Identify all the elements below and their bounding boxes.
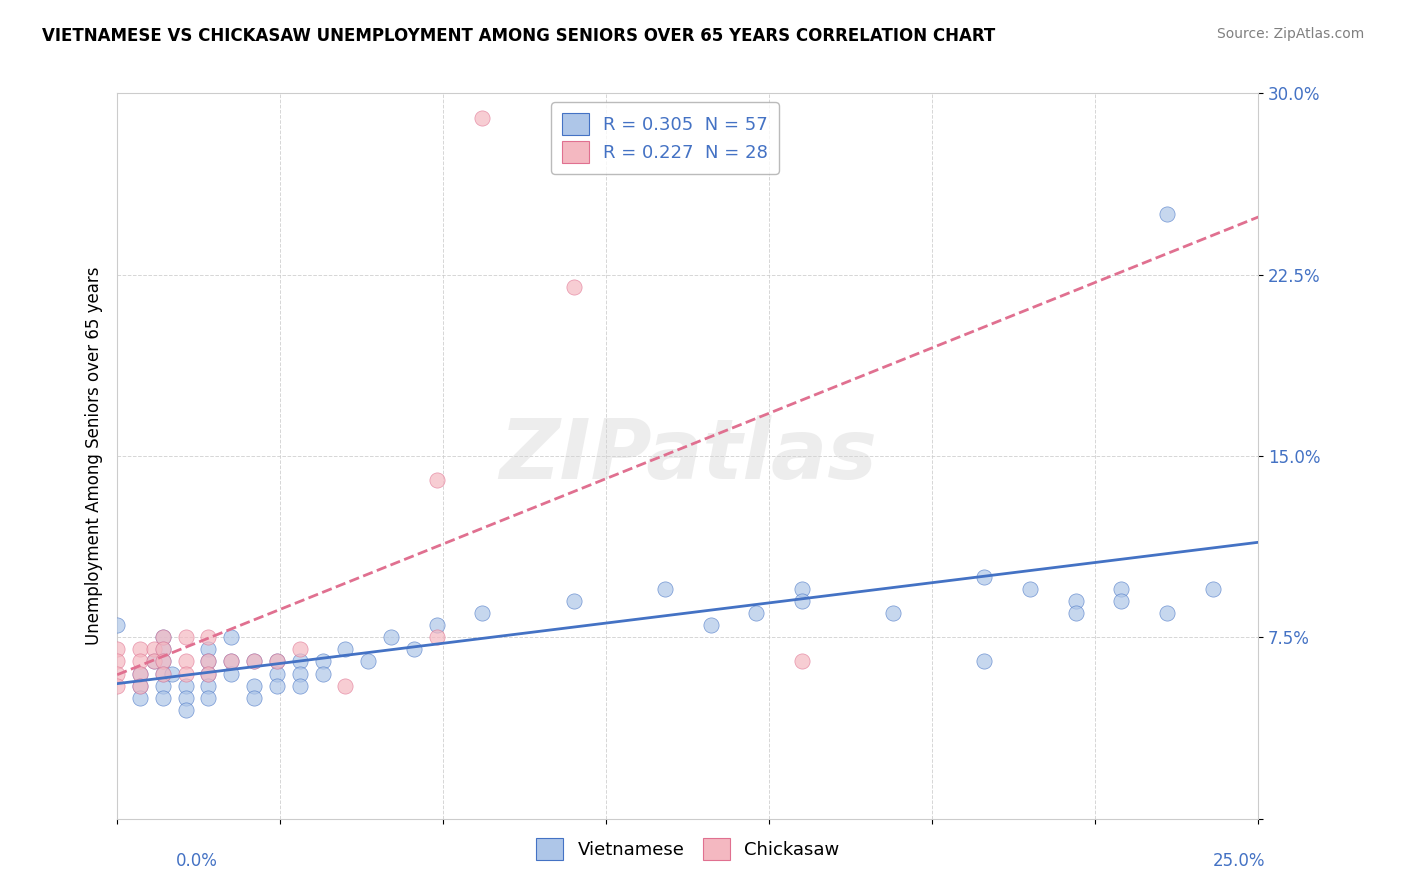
Vietnamese (357, 655, 380, 669)
Chickasaw (105, 655, 128, 669)
Legend: R = 0.305  N = 57, R = 0.227  N = 28: R = 0.305 N = 57, R = 0.227 N = 28 (551, 103, 779, 174)
Text: 0.0%: 0.0% (176, 852, 218, 870)
Chickasaw (243, 655, 266, 669)
Chickasaw (288, 642, 311, 657)
Vietnamese (152, 655, 174, 669)
Chickasaw (426, 630, 449, 644)
Vietnamese (152, 642, 174, 657)
Vietnamese (152, 679, 174, 693)
Vietnamese (699, 618, 721, 632)
Vietnamese (790, 594, 813, 608)
Vietnamese (973, 655, 995, 669)
Vietnamese (790, 582, 813, 596)
Vietnamese (160, 666, 183, 681)
Chickasaw (197, 630, 219, 644)
Vietnamese (152, 666, 174, 681)
Vietnamese (174, 690, 197, 705)
Vietnamese (745, 606, 768, 620)
Vietnamese (1111, 594, 1133, 608)
Vietnamese (266, 666, 288, 681)
Chickasaw (105, 679, 128, 693)
Chickasaw (471, 111, 494, 125)
Chickasaw (790, 655, 813, 669)
Chickasaw (105, 642, 128, 657)
Vietnamese (266, 655, 288, 669)
Vietnamese (335, 642, 357, 657)
Vietnamese (152, 690, 174, 705)
Vietnamese (129, 679, 152, 693)
Vietnamese (142, 655, 165, 669)
Chickasaw (174, 630, 197, 644)
Vietnamese (105, 618, 128, 632)
Vietnamese (197, 690, 219, 705)
Chickasaw (152, 630, 174, 644)
Vietnamese (221, 655, 243, 669)
Vietnamese (152, 630, 174, 644)
Chickasaw (174, 666, 197, 681)
Text: ZIPatlas: ZIPatlas (499, 416, 877, 497)
Vietnamese (266, 679, 288, 693)
Vietnamese (1064, 606, 1087, 620)
Chickasaw (129, 666, 152, 681)
Vietnamese (288, 679, 311, 693)
Chickasaw (142, 642, 165, 657)
Vietnamese (243, 679, 266, 693)
Chickasaw (197, 655, 219, 669)
Vietnamese (288, 655, 311, 669)
Chickasaw (197, 666, 219, 681)
Vietnamese (129, 666, 152, 681)
Vietnamese (221, 666, 243, 681)
Vietnamese (311, 655, 333, 669)
Vietnamese (1156, 207, 1178, 221)
Chickasaw (562, 279, 585, 293)
Vietnamese (1064, 594, 1087, 608)
Vietnamese (1156, 606, 1178, 620)
Vietnamese (402, 642, 425, 657)
Vietnamese (471, 606, 494, 620)
Vietnamese (654, 582, 676, 596)
Chickasaw (142, 655, 165, 669)
Text: Source: ZipAtlas.com: Source: ZipAtlas.com (1216, 27, 1364, 41)
Vietnamese (288, 666, 311, 681)
Chickasaw (152, 666, 174, 681)
Vietnamese (221, 630, 243, 644)
Vietnamese (973, 570, 995, 584)
Chickasaw (129, 642, 152, 657)
Chickasaw (335, 679, 357, 693)
Vietnamese (243, 690, 266, 705)
Chickasaw (152, 655, 174, 669)
Vietnamese (426, 618, 449, 632)
Vietnamese (197, 679, 219, 693)
Vietnamese (197, 642, 219, 657)
Vietnamese (174, 703, 197, 717)
Vietnamese (1019, 582, 1042, 596)
Chickasaw (221, 655, 243, 669)
Vietnamese (1111, 582, 1133, 596)
Chickasaw (266, 655, 288, 669)
Text: VIETNAMESE VS CHICKASAW UNEMPLOYMENT AMONG SENIORS OVER 65 YEARS CORRELATION CHA: VIETNAMESE VS CHICKASAW UNEMPLOYMENT AMO… (42, 27, 995, 45)
Chickasaw (174, 655, 197, 669)
Vietnamese (174, 679, 197, 693)
Vietnamese (129, 690, 152, 705)
Vietnamese (1202, 582, 1225, 596)
Vietnamese (380, 630, 402, 644)
Chickasaw (426, 473, 449, 487)
Y-axis label: Unemployment Among Seniors over 65 years: Unemployment Among Seniors over 65 years (86, 267, 103, 645)
Chickasaw (129, 679, 152, 693)
Text: 25.0%: 25.0% (1213, 852, 1265, 870)
Chickasaw (152, 642, 174, 657)
Vietnamese (311, 666, 333, 681)
Vietnamese (882, 606, 904, 620)
Vietnamese (562, 594, 585, 608)
Vietnamese (197, 655, 219, 669)
Vietnamese (243, 655, 266, 669)
Chickasaw (105, 666, 128, 681)
Vietnamese (197, 666, 219, 681)
Chickasaw (129, 655, 152, 669)
